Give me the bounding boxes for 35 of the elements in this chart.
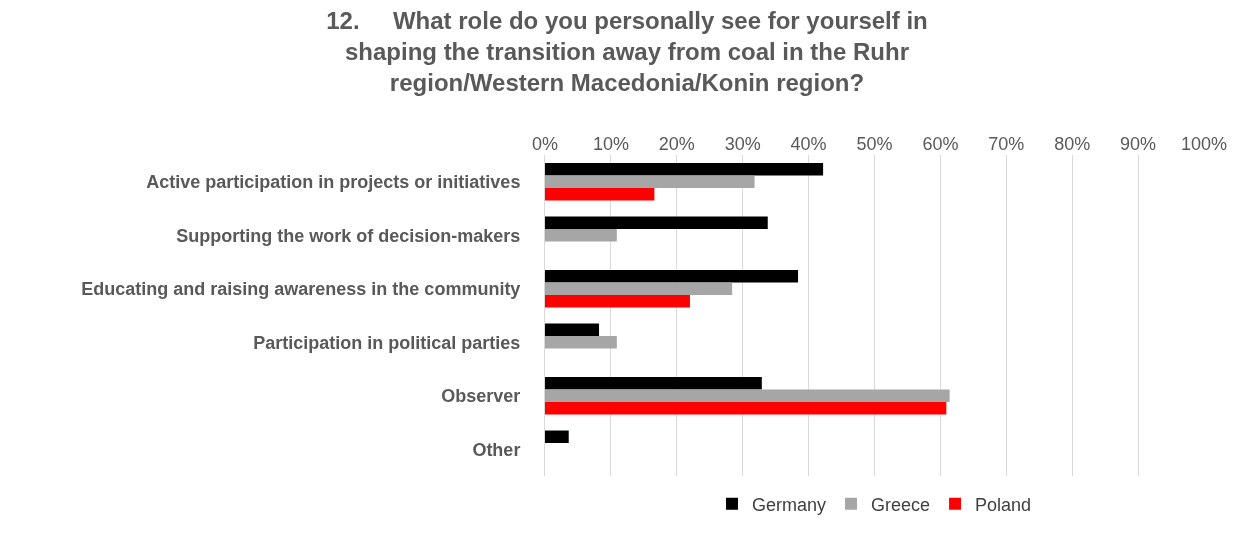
legend-label: Poland [975, 494, 1032, 515]
bar [545, 294, 690, 308]
x-tick-label: 100% [1180, 134, 1228, 155]
x-tick-label: 70% [988, 134, 1025, 155]
bar [545, 430, 569, 444]
bar [545, 336, 617, 349]
bar [545, 377, 762, 390]
bar [545, 187, 655, 201]
bar [545, 163, 824, 176]
legend-label: Greece [871, 494, 931, 515]
chart-title: 12. What role do you personally see for yourself in shaping the transition away from coal in the Ruhr region/Western Macedonia/Konin region? [326, 6, 928, 97]
legend-label: Germany [752, 494, 827, 515]
bar [545, 270, 799, 283]
y-tick-label: Observer [441, 386, 521, 407]
x-tick-label: 50% [856, 134, 893, 155]
y-tick-label: Active participation in projects or initiatives [146, 172, 521, 193]
bar [545, 389, 950, 402]
bar [545, 229, 617, 242]
bar [545, 216, 768, 230]
y-tick-label: Other [472, 439, 521, 460]
y-tick-label: Participation in political parties [253, 332, 521, 353]
x-tick-label: 90% [1120, 134, 1157, 155]
y-tick-label: Supporting the work of decision-makers [176, 225, 521, 246]
bar [545, 401, 947, 415]
x-tick-label: 80% [1054, 134, 1091, 155]
bar [545, 175, 755, 188]
x-tick-label: 20% [658, 134, 695, 155]
x-tick-label: 60% [922, 134, 959, 155]
x-tick-label: 40% [790, 134, 827, 155]
bar [545, 282, 733, 295]
y-tick-label: Educating and raising awareness in the community [81, 279, 521, 300]
bar [545, 323, 600, 337]
x-tick-label: 10% [592, 134, 629, 155]
x-tick-label: 30% [724, 134, 761, 155]
x-tick-label: 0% [531, 134, 559, 155]
